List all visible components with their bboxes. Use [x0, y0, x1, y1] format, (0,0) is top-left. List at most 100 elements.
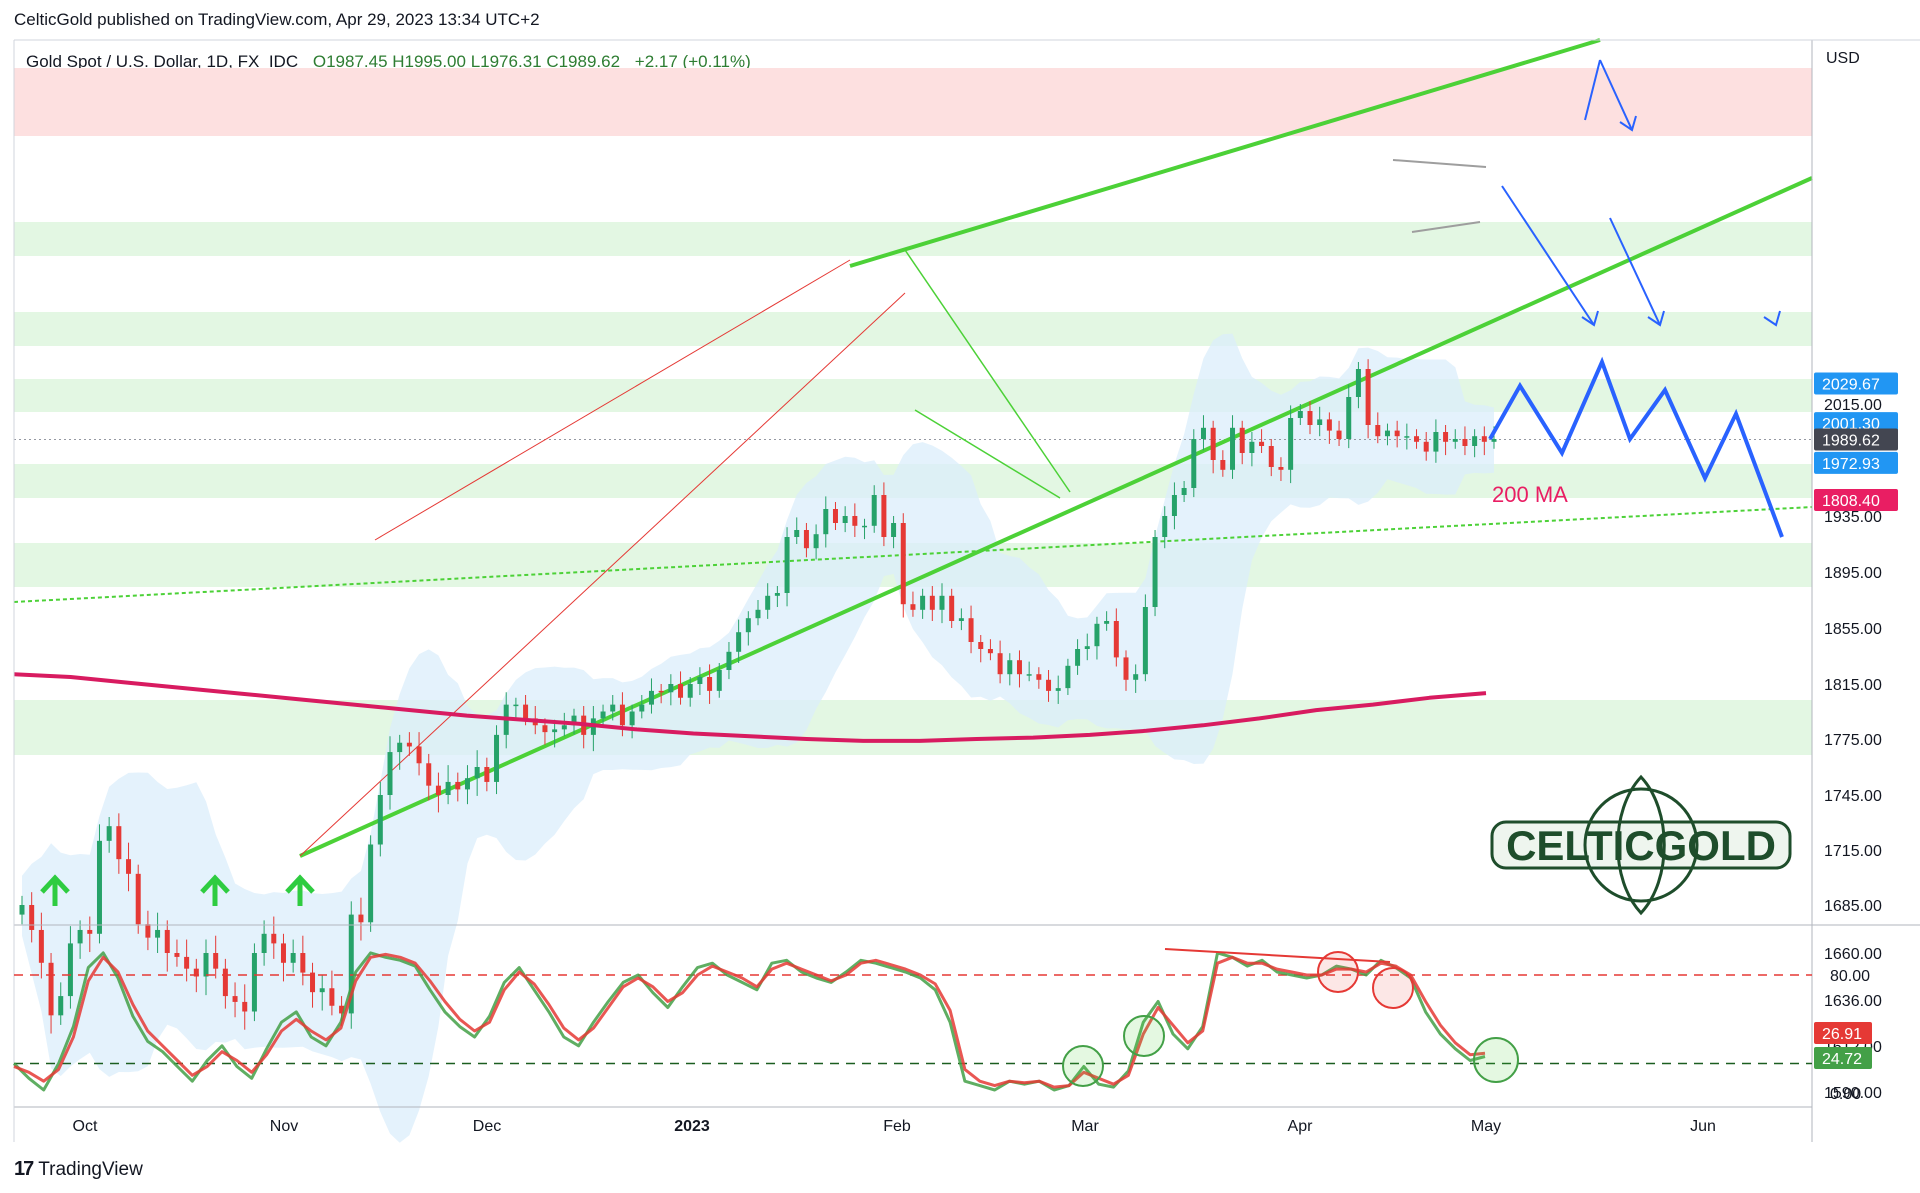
candle-body: [726, 651, 732, 670]
candle-body: [968, 618, 974, 642]
celticgold-logo: CELTICGOLD: [1490, 774, 1792, 916]
candle-body: [464, 778, 470, 790]
price-tag-label: 1972.93: [1822, 456, 1880, 473]
stoch-red-circle-0: [1317, 951, 1359, 993]
price-tag: [1814, 489, 1898, 511]
candle-body: [1191, 439, 1197, 488]
candle-body: [1016, 660, 1022, 675]
candle-body: [38, 929, 44, 963]
candle-body: [1007, 660, 1013, 675]
candle-body: [765, 595, 771, 610]
candle-body: [1326, 419, 1332, 431]
candle-body: [435, 785, 441, 795]
candle-body: [774, 593, 780, 596]
ma200-label: 200 MA: [1492, 482, 1568, 507]
candle-body: [1307, 411, 1313, 425]
price-tag: [1814, 372, 1898, 395]
candle-body: [29, 905, 35, 930]
candle-body: [697, 677, 703, 684]
forecast-arrowhead-1: [1647, 310, 1665, 327]
stoch-value-tag: [1814, 1022, 1872, 1044]
candle-body: [610, 704, 616, 712]
candle-body: [1433, 432, 1439, 452]
red-wedge-upper: [374, 259, 851, 541]
stoch-green-circle-0: [1062, 1045, 1104, 1087]
candle-body: [1346, 397, 1352, 439]
candle-body: [1239, 427, 1245, 453]
price-change: +2.17 (+0.11%): [634, 52, 751, 71]
logo-plate: [1490, 820, 1792, 870]
forecast-up-2: [1599, 59, 1633, 131]
stoch-tick-label: 80.00: [1830, 968, 1870, 985]
candle-body: [920, 595, 926, 610]
stoch-green-circle-1: [1123, 1015, 1165, 1057]
candle-body: [1414, 436, 1420, 442]
candle-body: [1171, 495, 1177, 516]
candle-body: [406, 742, 412, 747]
candle-body: [542, 725, 548, 733]
stoch-value-label: 24.72: [1822, 1051, 1862, 1068]
candle-body: [862, 525, 868, 528]
candle-body: [900, 523, 906, 605]
candle-body: [261, 933, 267, 953]
candle-body: [552, 729, 558, 733]
candle-body: [1123, 657, 1129, 680]
price-tick-label: 1855.00: [1824, 621, 1882, 638]
candle-body: [842, 516, 848, 523]
price-tick-label: 1815.00: [1824, 677, 1882, 694]
candle-body: [300, 953, 306, 973]
candle-body: [87, 929, 93, 934]
candle-body: [949, 595, 955, 621]
candle-body: [978, 642, 984, 649]
flag-upper: [904, 249, 1071, 493]
candle-body: [813, 534, 819, 549]
candle-body: [58, 996, 64, 1016]
candle-body: [339, 1005, 345, 1014]
candle-body: [1036, 674, 1042, 680]
stoch-d-line: [13, 952, 1486, 1089]
candle-body: [1462, 439, 1468, 446]
candle-body: [126, 859, 132, 874]
trendlines: [13, 38, 1813, 858]
candle-body: [1065, 665, 1071, 689]
candle-body: [794, 530, 800, 537]
candle-body: [358, 914, 364, 923]
candle-body: [891, 523, 897, 537]
candle-body: [1200, 427, 1206, 439]
ohlc-values: O1987.45 H1995.00 L1976.31 C1989.62: [312, 52, 621, 71]
buy-arrow-icon-1: [200, 874, 230, 906]
candle-body: [164, 929, 170, 953]
stoch-green-circle-2: [1473, 1037, 1519, 1083]
candle-body: [1394, 430, 1400, 437]
candle-body: [1443, 432, 1449, 442]
tradingview-footer[interactable]: 17 TradingView: [14, 1158, 143, 1181]
price-chart[interactable]: 200 MA USD1590.001612.001636.001660.0016…: [0, 0, 1920, 1150]
candle-body: [397, 742, 403, 753]
candle-body: [639, 704, 645, 712]
divergence-line: [1164, 948, 1391, 963]
candle-body: [571, 715, 577, 726]
candle-body: [958, 618, 964, 621]
time-tick-label: Oct: [73, 1118, 98, 1135]
stoch-red-circle-1: [1372, 967, 1414, 1009]
candle-body: [135, 873, 141, 925]
candle-body: [329, 988, 335, 1006]
candle-body: [1055, 688, 1061, 691]
candle-body: [1481, 436, 1487, 442]
candle-body: [348, 914, 354, 1014]
price-tick-label: 1895.00: [1824, 565, 1882, 582]
candle-body: [1491, 439, 1497, 442]
candle-body: [1230, 427, 1236, 470]
candle-body: [368, 844, 374, 923]
candle-body: [997, 653, 1003, 675]
candle-body: [1317, 419, 1323, 425]
candle-body: [310, 972, 316, 993]
support-band-0: [14, 222, 1812, 256]
price-tag-label: 1989.62: [1822, 433, 1880, 450]
candle-body: [513, 704, 519, 707]
candle-body: [1472, 436, 1478, 446]
stoch-value-tag: [1814, 1047, 1872, 1069]
candle-body: [48, 962, 54, 1016]
publish-header: CelticGold published on TradingView.com,…: [14, 10, 540, 29]
price-tick-label: 1636.00: [1824, 993, 1882, 1010]
